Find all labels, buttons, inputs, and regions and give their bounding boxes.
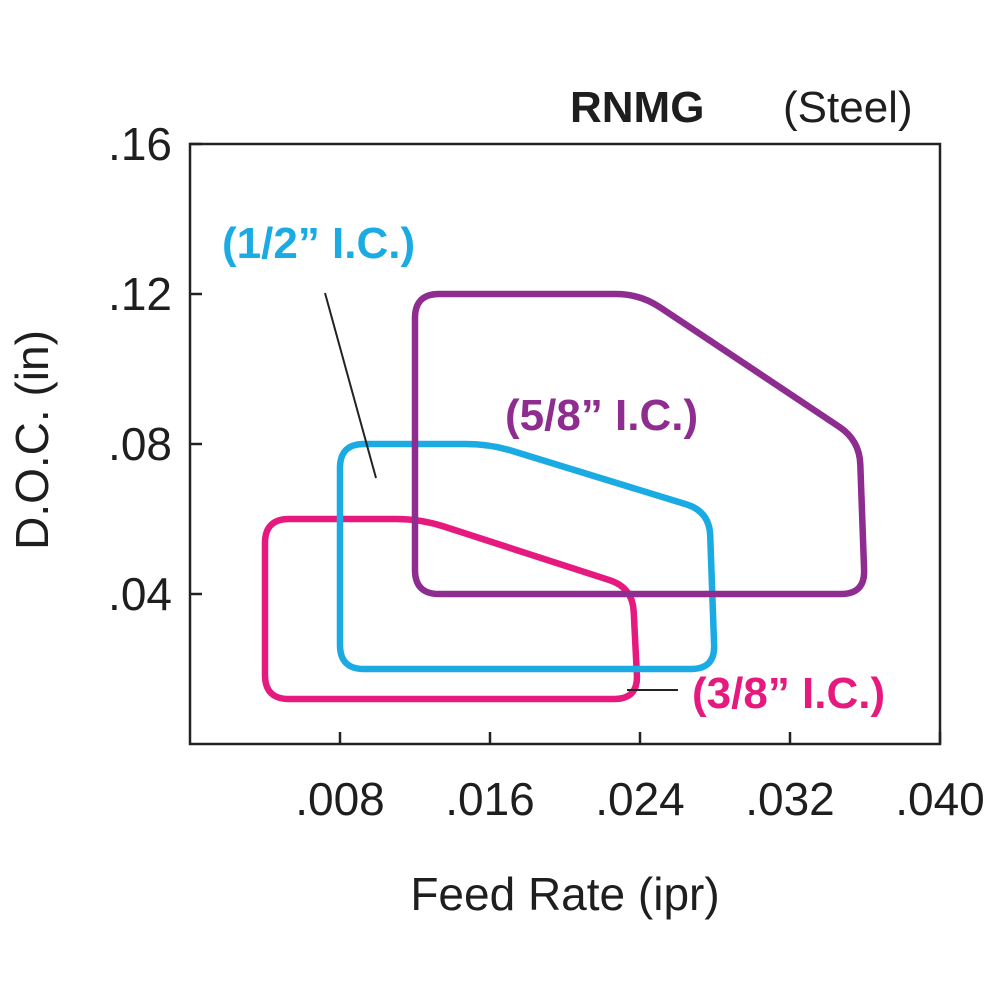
series-label-five-eighths-inch: (5/8” I.C.): [505, 391, 698, 440]
x-axis-title: Feed Rate (ipr): [410, 868, 719, 920]
leader-line-half-inch: [324, 292, 377, 479]
x-tick-label: .008: [295, 773, 385, 825]
x-tick-label: .040: [895, 773, 985, 825]
y-tick-label: .16: [108, 118, 172, 170]
region-five-eighths-inch: [411, 290, 868, 598]
ticks-layer: .008 .016 .024 .032 .040 .04 .08 .12 .16: [108, 118, 985, 825]
y-axis-title: D.O.C. (in): [6, 330, 58, 550]
region-half-inch: [336, 440, 718, 673]
x-tick-label: .032: [745, 773, 835, 825]
chart-title: RNMG: [570, 83, 704, 132]
x-tick-label: .024: [595, 773, 685, 825]
y-tick-label: .04: [108, 568, 172, 620]
y-tick-label: .08: [108, 418, 172, 470]
series-label-three-eighths-inch: (3/8” I.C.): [692, 669, 885, 718]
y-tick-label: .12: [108, 268, 172, 320]
series-label-half-inch: (1/2” I.C.): [222, 219, 415, 268]
regions-layer: [261, 290, 868, 703]
x-tick-label: .016: [445, 773, 535, 825]
chart-subtitle: (Steel): [783, 83, 913, 132]
